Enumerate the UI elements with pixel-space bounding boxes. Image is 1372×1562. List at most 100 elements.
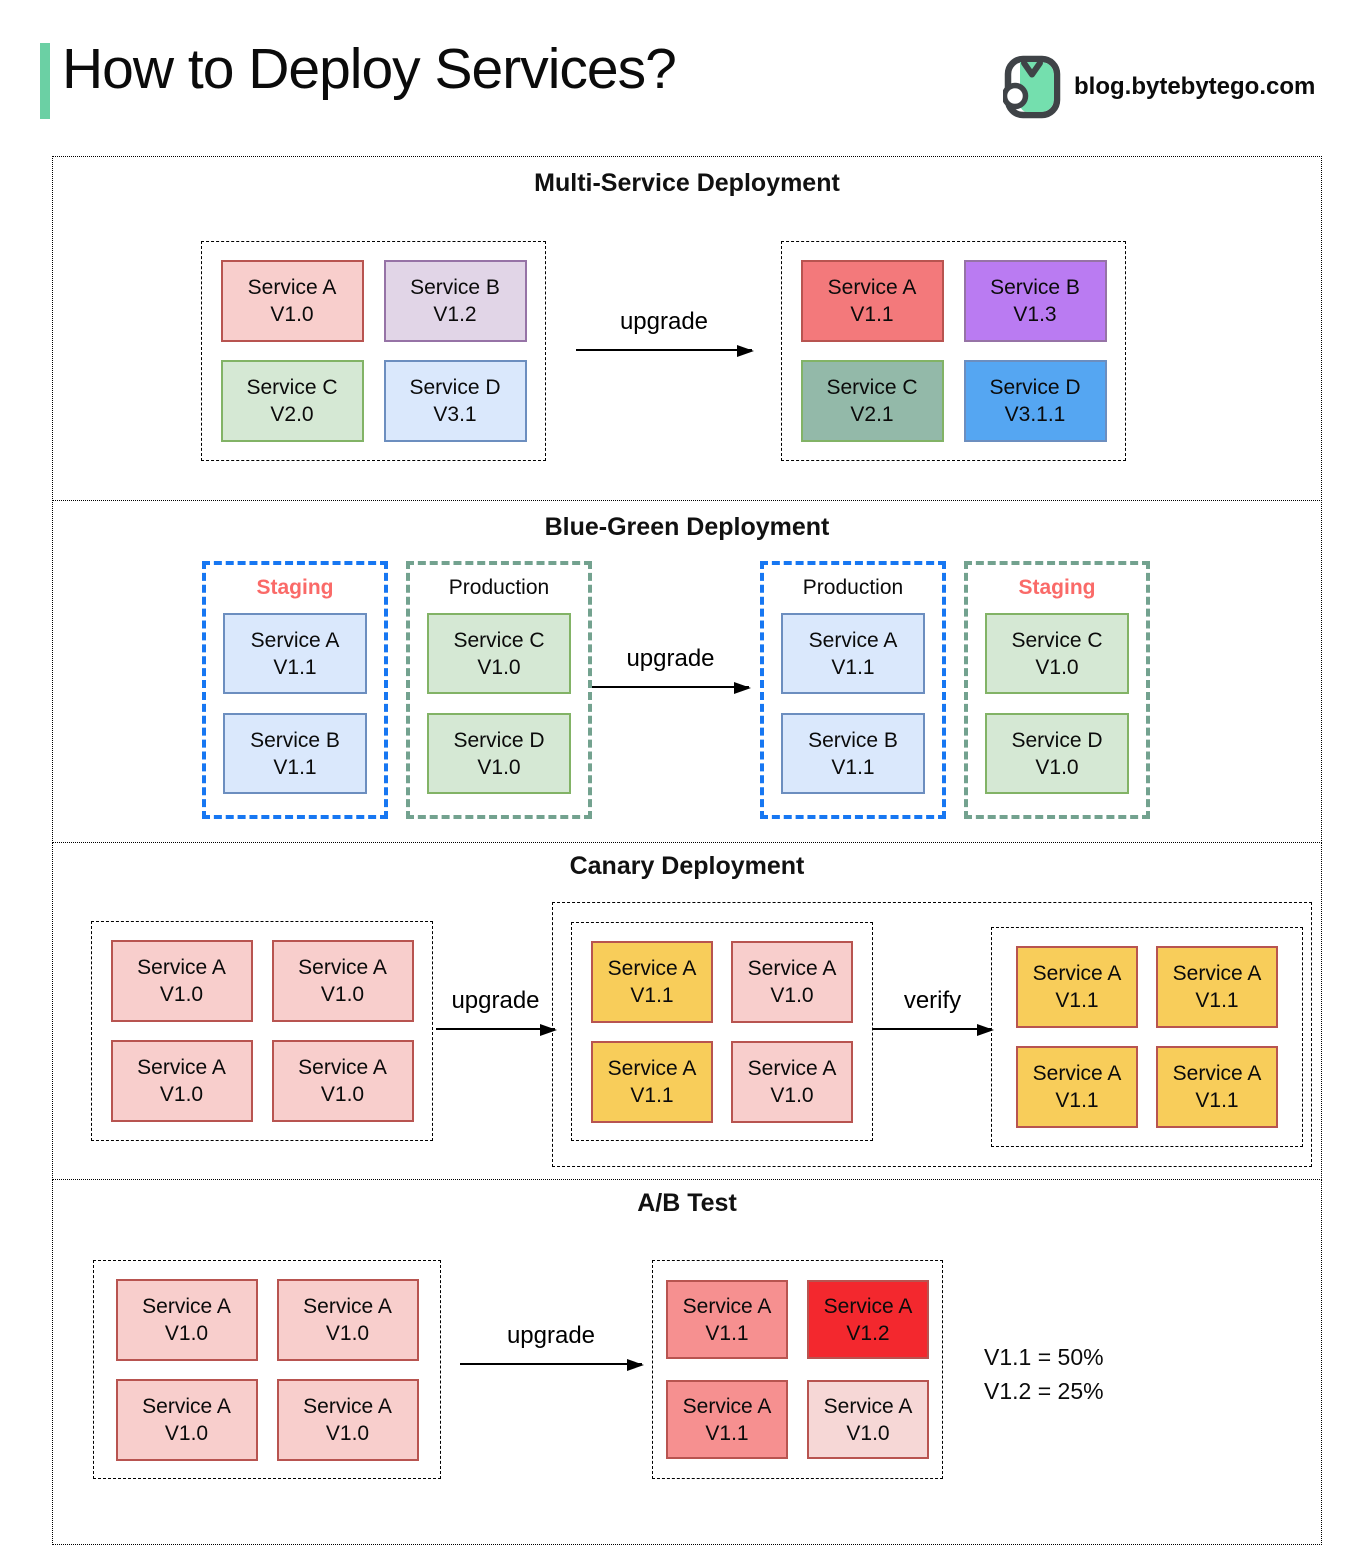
brand: blog.bytebytego.com [1003, 55, 1315, 119]
staging-services: Service A V1.1 Service B V1.1 [223, 613, 367, 794]
service-version: V2.1 [850, 403, 894, 426]
service-box: Service D V1.0 [427, 713, 571, 794]
service-box: Service A V1.0 [271, 940, 414, 1022]
service-version: V1.2 [846, 1321, 890, 1345]
service-version: V1.1 [1055, 989, 1099, 1012]
service-version: V1.1 [630, 983, 674, 1007]
service-box: Service A V1.0 [110, 940, 253, 1022]
service-version: V1.1 [630, 1083, 674, 1107]
service-box: Service A V1.1 [781, 613, 925, 694]
service-box: Service D V3.1.1 [963, 360, 1107, 442]
service-version: V1.0 [325, 1421, 370, 1445]
arrow-label: upgrade [506, 1322, 596, 1349]
page-title: How to Deploy Services? [62, 37, 677, 101]
service-box: Service A V1.0 [276, 1278, 419, 1361]
ab-test-title: A/B Test [637, 1189, 737, 1217]
canary-rollout-wrapper [552, 902, 1312, 1167]
service-box: Service B V1.3 [963, 260, 1107, 342]
service-name: Service A [1032, 1062, 1122, 1085]
service-name: Service D [453, 728, 545, 752]
service-version: V1.1 [705, 1321, 749, 1345]
production-env-right: Production Service A V1.1 Service B V1.1 [760, 561, 946, 819]
accent-bar [40, 43, 50, 119]
service-box: Service A V1.2 [807, 1280, 929, 1359]
service-version: V1.0 [1035, 755, 1079, 779]
service-name: Service A [142, 1294, 231, 1318]
canary-partial-group: Service A V1.1 Service A V1.0 Service A V1.1 S… [571, 922, 873, 1141]
service-name: Service A [682, 1294, 772, 1318]
ab-traffic-notes: V1.1 = 50% V1.2 = 25% [984, 1340, 1104, 1408]
brand-text: blog.bytebytego.com [1074, 73, 1316, 100]
service-version: V1.0 [477, 655, 521, 679]
production-label: Production [448, 576, 550, 599]
service-version: V3.1.1 [1004, 403, 1066, 426]
service-name: Service B [410, 276, 500, 299]
service-version: V1.1 [831, 655, 875, 679]
service-name: Service A [303, 1394, 392, 1418]
arrow-label: upgrade [619, 308, 709, 335]
service-box: Service B V1.2 [383, 260, 527, 342]
service-name: Service B [990, 276, 1080, 299]
service-box: Service A V1.0 [276, 1378, 419, 1461]
service-name: Service C [1011, 628, 1103, 652]
service-box: Service A V1.1 [1016, 946, 1138, 1028]
service-version: V1.2 [433, 303, 477, 326]
service-name: Service A [142, 1394, 231, 1418]
service-box: Service B V1.1 [781, 713, 925, 794]
service-version: V1.0 [320, 983, 365, 1006]
service-version: V1.0 [770, 983, 814, 1007]
arrow-line-icon [576, 345, 754, 357]
production-services: Service A V1.1 Service B V1.1 [781, 613, 925, 794]
service-name: Service B [808, 728, 898, 752]
service-version: V1.0 [270, 303, 314, 326]
service-name: Service A [298, 1056, 387, 1079]
service-version: V1.0 [846, 1421, 890, 1445]
service-name: Service A [247, 276, 337, 299]
service-name: Service A [823, 1294, 913, 1318]
service-box: Service A V1.1 [1016, 1046, 1138, 1128]
ab-upgrade-arrow: upgrade [460, 1322, 644, 1371]
service-box: Service A V1.1 [800, 260, 944, 342]
canary-initial-group: Service A V1.0 Service A V1.0 Service A V1.0 S… [91, 921, 433, 1141]
service-name: Service A [137, 956, 226, 979]
canary-verify-arrow: verify [873, 987, 994, 1036]
multi-after-group: Service A V1.1 Service B V1.3 Service C V2.1 S… [781, 241, 1126, 461]
service-name: Service A [1172, 962, 1262, 985]
service-box: Service C V2.1 [800, 360, 944, 442]
staging-label: Staging [256, 576, 334, 599]
service-name: Service A [1032, 962, 1122, 985]
service-name: Service D [409, 376, 501, 399]
multi-upgrade-arrow: upgrade [576, 308, 754, 357]
service-name: Service C [826, 376, 918, 399]
service-box: Service D V1.0 [985, 713, 1129, 794]
section-ab-test: A/B Test Service A V1.0 Service A V1.0 Servi… [52, 1179, 1322, 1545]
multi-before-group: Service A V1.0 Service B V1.2 Service C V2.0 S… [201, 241, 546, 461]
canary-title: Canary Deployment [569, 852, 805, 880]
ab-before-group: Service A V1.0 Service A V1.0 Service A V1.0 S… [93, 1260, 441, 1479]
service-box: Service A V1.0 [731, 1040, 853, 1123]
arrow-label: upgrade [451, 987, 540, 1014]
arrow-line-icon [436, 1024, 557, 1036]
service-name: Service A [250, 628, 340, 652]
service-version: V1.0 [159, 1083, 204, 1106]
service-version: V1.1 [273, 655, 317, 679]
service-box: Service A V1.1 [223, 613, 367, 694]
section-multi-service: Multi-Service Deployment Service A V1.0 Se… [52, 156, 1322, 501]
production-services: Service C V1.0 Service D V1.0 [427, 613, 571, 794]
multi-service-title: Multi-Service Deployment [534, 169, 840, 197]
service-box: Service A V1.0 [271, 1040, 414, 1122]
service-box: Service C V1.0 [985, 613, 1129, 694]
blue-green-title: Blue-Green Deployment [544, 513, 830, 541]
service-version: V1.0 [320, 1083, 365, 1106]
service-name: Service A [827, 276, 917, 299]
service-box: Service A V1.0 [110, 1040, 253, 1122]
service-version: V1.1 [831, 755, 875, 779]
service-name: Service A [808, 628, 898, 652]
service-name: Service D [989, 376, 1081, 399]
service-box: Service A V1.0 [115, 1278, 258, 1361]
arrow-line-icon [460, 1359, 644, 1371]
service-box: Service A V1.1 [1156, 946, 1278, 1028]
service-name: Service A [607, 956, 697, 980]
service-box: Service A V1.0 [807, 1380, 929, 1459]
